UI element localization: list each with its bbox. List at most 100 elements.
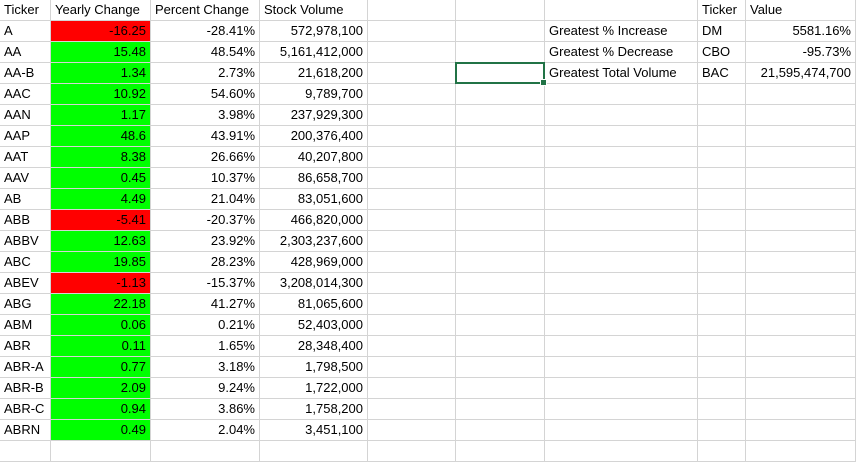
ticker-cell[interactable]: A bbox=[0, 21, 51, 42]
empty-cell[interactable] bbox=[456, 273, 545, 294]
empty-cell[interactable] bbox=[746, 126, 856, 147]
percent-change-cell[interactable]: 48.54% bbox=[151, 42, 260, 63]
empty-cell[interactable] bbox=[698, 420, 746, 441]
empty-cell[interactable] bbox=[368, 399, 456, 420]
yearly-change-cell[interactable]: 0.11 bbox=[51, 336, 151, 357]
header-ticker[interactable]: Ticker bbox=[0, 0, 51, 21]
empty-cell[interactable] bbox=[545, 315, 698, 336]
empty-cell[interactable] bbox=[698, 336, 746, 357]
empty-cell[interactable] bbox=[368, 21, 456, 42]
empty-cell[interactable] bbox=[368, 126, 456, 147]
empty-cell[interactable] bbox=[698, 273, 746, 294]
empty-cell[interactable] bbox=[746, 294, 856, 315]
yearly-change-cell[interactable]: 22.18 bbox=[51, 294, 151, 315]
empty-cell[interactable] bbox=[368, 210, 456, 231]
empty-cell[interactable] bbox=[698, 126, 746, 147]
stock-volume-cell[interactable]: 200,376,400 bbox=[260, 126, 368, 147]
empty-cell[interactable] bbox=[456, 420, 545, 441]
ticker-cell[interactable]: AAN bbox=[0, 105, 51, 126]
empty-cell[interactable] bbox=[456, 0, 545, 21]
empty-cell[interactable] bbox=[368, 273, 456, 294]
stock-volume-cell[interactable]: 9,789,700 bbox=[260, 84, 368, 105]
greatest-ticker-cell[interactable]: BAC bbox=[698, 63, 746, 84]
percent-change-cell[interactable]: -20.37% bbox=[151, 210, 260, 231]
greatest-label-cell[interactable]: Greatest % Decrease bbox=[545, 42, 698, 63]
empty-cell[interactable] bbox=[456, 147, 545, 168]
empty-cell[interactable] bbox=[545, 294, 698, 315]
empty-cell[interactable] bbox=[456, 210, 545, 231]
greatest-label-cell[interactable]: Greatest Total Volume bbox=[545, 63, 698, 84]
empty-cell[interactable] bbox=[260, 441, 368, 462]
empty-cell[interactable] bbox=[368, 84, 456, 105]
empty-cell[interactable] bbox=[545, 378, 698, 399]
stock-volume-cell[interactable]: 21,618,200 bbox=[260, 63, 368, 84]
header-yearly-change[interactable]: Yearly Change bbox=[51, 0, 151, 21]
empty-cell[interactable] bbox=[456, 399, 545, 420]
empty-cell[interactable] bbox=[746, 399, 856, 420]
empty-cell[interactable] bbox=[545, 105, 698, 126]
percent-change-cell[interactable]: 0.21% bbox=[151, 315, 260, 336]
empty-cell[interactable] bbox=[698, 168, 746, 189]
stock-volume-cell[interactable]: 2,303,237,600 bbox=[260, 231, 368, 252]
greatest-label-cell[interactable]: Greatest % Increase bbox=[545, 21, 698, 42]
empty-cell[interactable] bbox=[698, 231, 746, 252]
ticker-cell[interactable]: ABRN bbox=[0, 420, 51, 441]
stock-volume-cell[interactable]: 3,208,014,300 bbox=[260, 273, 368, 294]
stock-volume-cell[interactable]: 52,403,000 bbox=[260, 315, 368, 336]
empty-cell[interactable] bbox=[368, 231, 456, 252]
empty-cell[interactable] bbox=[698, 105, 746, 126]
empty-cell[interactable] bbox=[51, 441, 151, 462]
ticker-cell[interactable]: ABM bbox=[0, 315, 51, 336]
empty-cell[interactable] bbox=[368, 441, 456, 462]
percent-change-cell[interactable]: -15.37% bbox=[151, 273, 260, 294]
empty-cell[interactable] bbox=[545, 273, 698, 294]
empty-cell[interactable] bbox=[545, 147, 698, 168]
ticker-cell[interactable]: AB bbox=[0, 189, 51, 210]
yearly-change-cell[interactable]: 0.77 bbox=[51, 357, 151, 378]
yearly-change-cell[interactable]: 12.63 bbox=[51, 231, 151, 252]
empty-cell[interactable] bbox=[368, 378, 456, 399]
yearly-change-cell[interactable]: 19.85 bbox=[51, 252, 151, 273]
empty-cell[interactable] bbox=[368, 0, 456, 21]
empty-cell[interactable] bbox=[456, 189, 545, 210]
ticker-cell[interactable]: ABB bbox=[0, 210, 51, 231]
empty-cell[interactable] bbox=[368, 189, 456, 210]
percent-change-cell[interactable]: 28.23% bbox=[151, 252, 260, 273]
percent-change-cell[interactable]: 41.27% bbox=[151, 294, 260, 315]
yearly-change-cell[interactable]: 0.49 bbox=[51, 420, 151, 441]
stock-volume-cell[interactable]: 1,798,500 bbox=[260, 357, 368, 378]
yearly-change-cell[interactable]: 0.06 bbox=[51, 315, 151, 336]
ticker-cell[interactable]: ABR bbox=[0, 336, 51, 357]
empty-cell[interactable] bbox=[746, 84, 856, 105]
percent-change-cell[interactable]: 23.92% bbox=[151, 231, 260, 252]
ticker-cell[interactable]: AA bbox=[0, 42, 51, 63]
stock-volume-cell[interactable]: 466,820,000 bbox=[260, 210, 368, 231]
empty-cell[interactable] bbox=[746, 336, 856, 357]
empty-cell[interactable] bbox=[746, 315, 856, 336]
greatest-ticker-cell[interactable]: DM bbox=[698, 21, 746, 42]
percent-change-cell[interactable]: 10.37% bbox=[151, 168, 260, 189]
empty-cell[interactable] bbox=[545, 252, 698, 273]
stock-volume-cell[interactable]: 40,207,800 bbox=[260, 147, 368, 168]
empty-cell[interactable] bbox=[456, 294, 545, 315]
empty-cell[interactable] bbox=[456, 42, 545, 63]
ticker-cell[interactable]: ABR-A bbox=[0, 357, 51, 378]
empty-cell[interactable] bbox=[545, 231, 698, 252]
empty-cell[interactable] bbox=[456, 357, 545, 378]
empty-cell[interactable] bbox=[746, 378, 856, 399]
empty-cell[interactable] bbox=[746, 273, 856, 294]
empty-cell[interactable] bbox=[545, 399, 698, 420]
empty-cell[interactable] bbox=[545, 126, 698, 147]
empty-cell[interactable] bbox=[746, 210, 856, 231]
empty-cell[interactable] bbox=[746, 441, 856, 462]
empty-cell[interactable] bbox=[456, 84, 545, 105]
percent-change-cell[interactable]: 3.18% bbox=[151, 357, 260, 378]
greatest-value-cell[interactable]: 21,595,474,700 bbox=[746, 63, 856, 84]
greatest-value-cell[interactable]: 5581.16% bbox=[746, 21, 856, 42]
percent-change-cell[interactable]: -28.41% bbox=[151, 21, 260, 42]
yearly-change-cell[interactable]: 4.49 bbox=[51, 189, 151, 210]
empty-cell[interactable] bbox=[698, 189, 746, 210]
empty-cell[interactable] bbox=[545, 441, 698, 462]
stock-volume-cell[interactable]: 428,969,000 bbox=[260, 252, 368, 273]
